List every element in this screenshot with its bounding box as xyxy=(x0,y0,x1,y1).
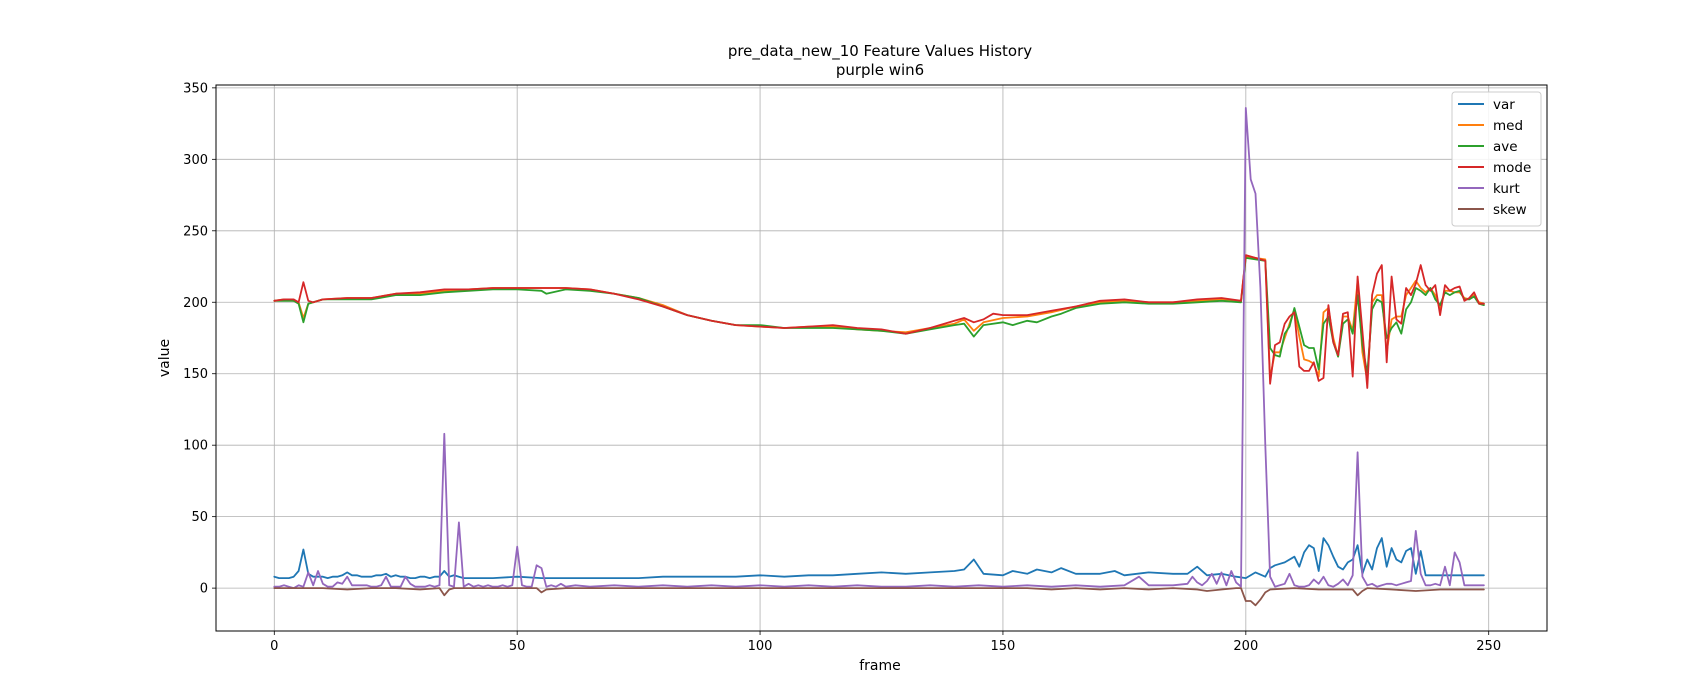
legend-label-kurt: kurt xyxy=(1493,181,1520,197)
axis-ticks: 0 50 100 150 200 250 0 50 100 150 200 250 300 350 xyxy=(183,81,1501,654)
x-tick-label: 50 xyxy=(509,639,526,654)
plot-frame xyxy=(215,84,1548,632)
legend-label-skew: skew xyxy=(1493,202,1527,218)
y-tick-label: 300 xyxy=(183,153,208,168)
x-tick-label: 200 xyxy=(1233,639,1258,654)
x-tick-label: 250 xyxy=(1476,639,1501,654)
legend-label-med: med xyxy=(1493,118,1523,134)
legend-label-ave: ave xyxy=(1493,139,1518,155)
x-tick-label: 150 xyxy=(991,639,1016,654)
y-tick-label: 100 xyxy=(183,439,208,454)
y-tick-label: 200 xyxy=(183,296,208,311)
y-tick-label: 50 xyxy=(191,510,208,525)
chart-title: pre_data_new_10 Feature Values History xyxy=(728,42,1032,61)
series-lines xyxy=(273,107,1485,607)
y-axis-label: value xyxy=(157,339,173,377)
series-line-kurt xyxy=(273,107,1485,589)
x-tick-label: 100 xyxy=(748,639,773,654)
legend-label-mode: mode xyxy=(1493,160,1531,176)
x-axis-label: frame xyxy=(859,658,901,674)
legend-label-var: var xyxy=(1493,97,1515,113)
y-tick-label: 0 xyxy=(200,582,208,597)
y-tick-label: 250 xyxy=(183,224,208,239)
series-line-mode xyxy=(273,254,1485,389)
y-tick-label: 350 xyxy=(183,81,208,96)
y-tick-label: 150 xyxy=(183,367,208,382)
x-tick-label: 0 xyxy=(270,639,278,654)
series-line-ave xyxy=(273,257,1485,375)
legend: var med ave mode kurt skew xyxy=(1451,91,1542,227)
series-line-skew xyxy=(273,587,1485,607)
series-line-var xyxy=(273,537,1485,579)
chart-subtitle: purple win6 xyxy=(836,61,924,79)
